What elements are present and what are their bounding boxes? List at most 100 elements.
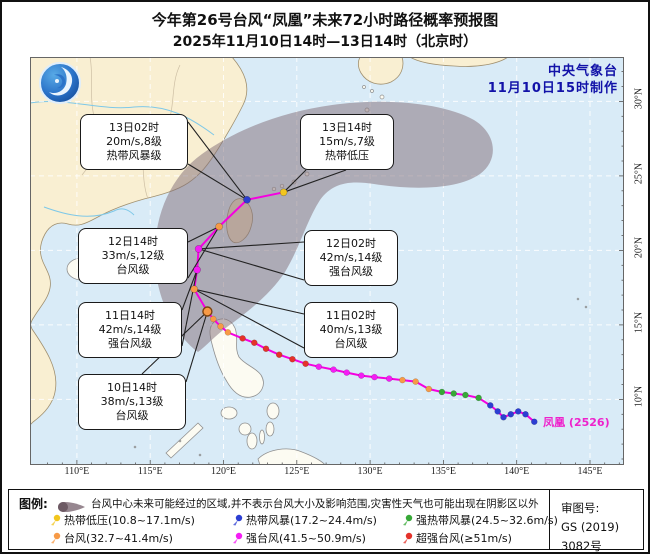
forecast-cone <box>154 101 493 352</box>
label-leader-line <box>181 269 198 311</box>
legend-item-label: 强热带风暴(24.5~32.6m/s) <box>416 514 558 527</box>
forecast-label-line: 强台风级 <box>108 337 152 350</box>
forecast-track-point <box>190 285 198 293</box>
label-leader-line <box>187 163 248 201</box>
lat-tick-label: 15°N <box>633 311 645 334</box>
islet <box>584 305 588 309</box>
history-track-point <box>210 315 217 323</box>
legend-item-label: 台风(32.7~41.4m/s) <box>64 532 173 545</box>
lat-tick-label: 10°N <box>633 386 645 408</box>
forecast-label-line: 强台风级 <box>329 265 373 278</box>
island <box>265 421 275 437</box>
legend-box: 图例: 台风中心未来可能经过的区域,并不表示台风大小及影响范围,灾害性天气也可能… <box>8 489 644 552</box>
legend-item-label: 超强台风(≥51m/s) <box>416 532 512 545</box>
history-track-point <box>487 402 494 409</box>
forecast-label-line: 12日14时 <box>108 235 158 248</box>
history-track-point <box>522 411 529 418</box>
forecast-label-line: 42m/s,14级 <box>319 251 383 264</box>
storm-name-label: 凤凰 (2526) <box>543 416 610 430</box>
history-track-point <box>450 390 457 397</box>
legend-item-label: 热带风暴(17.2~24.4m/s) <box>246 514 377 527</box>
map-review-number: 审图号: GS (2019) 3082号 <box>561 499 643 552</box>
legend-item-label: 强台风(41.5~50.9m/s) <box>246 532 366 545</box>
legend-dot-icon <box>403 514 413 526</box>
lat-tick-label: 30°N <box>633 88 645 110</box>
forecast-label-line: 13日02时 <box>109 121 159 134</box>
legend-item-label: 热带低压(10.8~17.1m/s) <box>64 514 195 527</box>
islet <box>198 453 202 457</box>
forecast-label-box-f13_02: 13日02时 20m/s,8级 热带风暴级 <box>80 114 188 170</box>
history-track-point <box>531 418 538 426</box>
lon-tick-label: 140°E <box>504 466 530 477</box>
island <box>246 432 258 450</box>
lon-tick-label: 130°E <box>357 466 383 477</box>
forecast-track-point <box>279 188 288 197</box>
forecast-label-box-f12_14: 12日14时 33m/s,12级 台风级 <box>78 228 188 284</box>
current-position-marker <box>202 306 213 317</box>
island <box>238 422 252 436</box>
label-leader-line <box>283 169 347 193</box>
forecast-label-line: 15m/s,7级 <box>319 135 375 148</box>
lon-tick-label: 120°E <box>210 466 237 477</box>
history-track-point <box>412 378 419 385</box>
forecast-label-line: 热带风暴级 <box>106 149 162 162</box>
forecast-label-box-f12_02: 12日02时 42m/s,14级 强台风级 <box>304 230 398 286</box>
history-track-point <box>251 339 258 347</box>
lat-tick-label: 25°N <box>633 162 645 185</box>
legend-item-SuperTY: 超强台风(≥51m/s) <box>401 530 512 546</box>
label-leader-line <box>187 121 248 201</box>
forecast-track-point <box>194 245 203 253</box>
history-track-point <box>262 345 270 353</box>
palawan-island <box>165 422 204 459</box>
lon-tick-label: 110°E <box>64 466 90 477</box>
honshu-island <box>409 57 509 67</box>
forecast-label-line: 10日14时 <box>107 381 157 394</box>
forecast-label-box-f10_14: 10日14时 38m/s,13级 台风级 <box>78 374 186 430</box>
history-track-point <box>358 372 365 379</box>
label-leader-line <box>198 248 305 281</box>
history-track-point <box>315 363 323 370</box>
history-track-point <box>475 394 482 402</box>
forecast-label-line: 11日02时 <box>326 309 376 322</box>
cma-logo-icon <box>38 61 82 105</box>
forecast-label-line: 热带低压 <box>325 149 369 162</box>
ryukyu-island <box>379 94 385 100</box>
forecast-track-point <box>243 196 251 204</box>
label-leader-line <box>187 226 220 243</box>
lon-tick-label: 135°E <box>430 466 456 477</box>
lat-tick-label: 20°N <box>633 237 645 259</box>
legend-item-STY: 强台风(41.5~50.9m/s) <box>231 530 366 546</box>
island <box>266 402 280 420</box>
history-track-point <box>371 373 378 381</box>
legend-dot-icon <box>403 532 413 544</box>
forecast-track-point <box>193 266 201 274</box>
history-track-point <box>239 335 246 342</box>
forecast-label-box-f11_14: 11日14时 42m/s,14级 强台风级 <box>78 302 182 358</box>
legend-item-TS: 热带风暴(17.2~24.4m/s) <box>231 512 377 528</box>
forecast-label-line: 38m/s,13级 <box>100 395 164 408</box>
forecast-label-line: 台风级 <box>115 409 149 422</box>
history-track-point <box>385 375 393 382</box>
history-track-point <box>438 388 446 396</box>
history-track-point <box>494 408 501 415</box>
history-track-point <box>500 414 507 421</box>
legend-item-STS: 强热带风暴(24.5~32.6m/s) <box>401 512 558 528</box>
forecast-label-line: 40m/s,13级 <box>319 323 383 336</box>
forecast-label-line: 12日02时 <box>326 237 376 250</box>
legend-dot-icon <box>233 532 243 544</box>
agency-block: 中央气象台 11月10日15时制作 <box>488 63 618 97</box>
forecast-label-line: 11日14时 <box>105 309 155 322</box>
map-border <box>30 57 624 465</box>
page-subtitle: 2025年11月10日14时—13日14时（北京时） <box>172 34 478 50</box>
history-track-point <box>343 369 350 376</box>
agency-issued: 11月10日15时制作 <box>487 81 618 96</box>
review-label: 审图号: <box>561 501 600 515</box>
forecast-label-line: 42m/s,14级 <box>98 323 162 336</box>
history-track-point <box>514 408 522 415</box>
page-title: 今年第26号台风“凤凰”未来72小时路径概率预报图 <box>151 11 499 29</box>
forecast-label-line: 台风级 <box>334 337 368 350</box>
cone-legend-icon <box>57 498 87 517</box>
islet <box>576 297 580 301</box>
agency-name: 中央气象台 <box>547 64 618 79</box>
